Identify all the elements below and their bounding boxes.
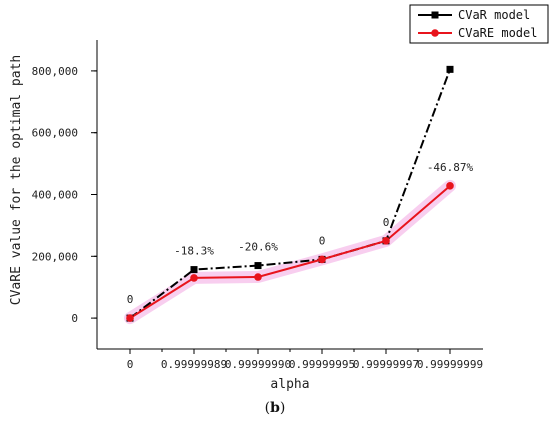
data-annotation: 0 bbox=[383, 216, 390, 229]
point-cvare bbox=[382, 237, 390, 245]
y-axis-title: CVaRE value for the optimal path bbox=[9, 55, 24, 305]
point-cvar bbox=[254, 262, 262, 270]
x-tick-label: 0.99999997 bbox=[353, 358, 419, 371]
axes bbox=[91, 40, 483, 354]
tick-labels: 0 200,000 400,000 600,000 800,000 0 0.99999989… bbox=[32, 65, 483, 371]
annotation-layer: 0 -18.3% -20.6% 0 0 -46.87% bbox=[127, 161, 474, 306]
series-line-cvare bbox=[129, 185, 451, 319]
data-annotation: -46.87% bbox=[427, 161, 474, 174]
y-tick-label: 600,000 bbox=[32, 127, 78, 140]
x-tick-label: 0.99999995 bbox=[289, 358, 355, 371]
data-annotation: 0 bbox=[127, 293, 134, 306]
series-layer bbox=[126, 65, 454, 322]
legend-marker-cvar bbox=[431, 11, 439, 19]
caption-letter: b bbox=[270, 400, 280, 416]
series-line-cvar bbox=[129, 69, 451, 319]
x-tick-label: 0.99999990 bbox=[225, 358, 291, 371]
legend-label-cvar: CVaR model bbox=[458, 8, 530, 22]
point-cvare bbox=[254, 273, 262, 281]
data-annotation: 0 bbox=[319, 234, 326, 247]
legend-marker-cvare bbox=[431, 29, 439, 37]
figure-caption: (b) bbox=[264, 400, 286, 416]
y-tick-label: 400,000 bbox=[32, 189, 78, 202]
legend: CVaR model CVaRE model bbox=[409, 4, 549, 44]
y-tick-label: 800,000 bbox=[32, 65, 78, 78]
point-cvar bbox=[190, 266, 198, 274]
x-tick-label: 0.99999989 bbox=[161, 358, 227, 371]
data-annotation: -20.6% bbox=[238, 241, 278, 254]
x-tick-label: 0.99999999 bbox=[417, 358, 483, 371]
legend-label-cvare: CVaRE model bbox=[458, 26, 537, 40]
line-chart: 0 200,000 400,000 600,000 800,000 0 0.99999989… bbox=[9, 4, 549, 392]
point-cvare bbox=[446, 182, 454, 190]
y-tick-label: 0 bbox=[71, 312, 78, 325]
point-cvare bbox=[126, 314, 134, 322]
x-axis-title: alpha bbox=[270, 377, 309, 392]
x-tick-label: 0 bbox=[127, 358, 134, 371]
point-cvare bbox=[190, 274, 198, 282]
y-tick-label: 200,000 bbox=[32, 250, 78, 263]
legend-box bbox=[409, 4, 549, 44]
data-annotation: -18.3% bbox=[174, 245, 214, 258]
point-cvar bbox=[446, 65, 454, 73]
point-cvare bbox=[318, 255, 326, 264]
